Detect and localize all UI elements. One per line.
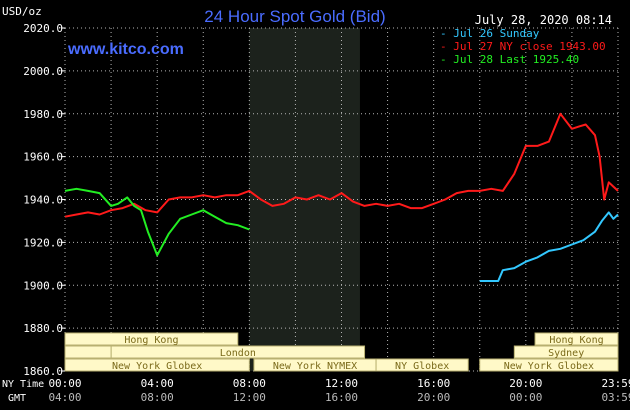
price-series [64, 112, 619, 282]
y-tick-label: 1980.0 [23, 108, 63, 121]
market-label: NY Globex [395, 361, 449, 372]
gmt-label: GMT [8, 393, 26, 404]
x-tick-label-gmt: 04:00 [48, 391, 81, 404]
site-watermark: www.kitco.com [67, 41, 184, 58]
y-tick-label: 1900.0 [23, 279, 63, 292]
market-label: Sydney [548, 348, 584, 359]
y-tick-label: 1940.0 [23, 194, 63, 207]
x-tick-label-gmt: 08:00 [141, 391, 174, 404]
market-bar [375, 358, 469, 372]
chart-title: 24 Hour Spot Gold (Bid) [204, 7, 385, 26]
market-bar [64, 358, 250, 372]
ny-time-label: NY Time [2, 379, 44, 390]
x-tick-label-ny: 08:00 [233, 377, 266, 390]
legend-entry: - Jul 26 Sunday [440, 27, 540, 40]
x-axis-ticks: 00:0004:0004:0008:0008:0012:0012:0016:00… [48, 377, 630, 404]
x-tick-label-ny: 12:00 [325, 377, 358, 390]
grid-lines [64, 27, 619, 372]
market-label: New York Globex [112, 361, 202, 372]
y-tick-label: 1920.0 [23, 236, 63, 249]
y-tick-label: 2000.0 [23, 65, 63, 78]
y-tick-label: 1860.0 [23, 365, 63, 378]
x-tick-label-gmt: 00:00 [509, 391, 542, 404]
legend-entry: - Jul 28 Last 1925.40 [440, 53, 579, 66]
datetime-label: July 28, 2020 08:14 [475, 13, 612, 27]
market-bar [479, 358, 619, 372]
market-bar [534, 332, 619, 346]
x-tick-label-gmt: 16:00 [325, 391, 358, 404]
legend-entry: - Jul 27 NY close 1943.00 [440, 40, 606, 53]
market-label: New York Globex [504, 361, 594, 372]
y-tick-label: 2020.0 [23, 22, 63, 35]
market-label: New York NYMEX [273, 361, 357, 372]
x-tick-label-ny: 16:00 [417, 377, 450, 390]
series-line-1 [64, 112, 619, 218]
x-tick-label-ny: 04:00 [141, 377, 174, 390]
market-bar [64, 345, 112, 359]
x-tick-label-gmt: 20:00 [417, 391, 450, 404]
series-line-2 [64, 187, 250, 257]
market-bar [513, 345, 619, 359]
unit-label: USD/oz [2, 5, 42, 18]
market-label: Hong Kong [549, 335, 603, 346]
x-tick-label-ny: 20:00 [509, 377, 542, 390]
x-tick-label-gmt: 03:59 [601, 391, 630, 404]
market-label: London [220, 348, 256, 359]
x-tick-label-gmt: 12:00 [233, 391, 266, 404]
legend: - Jul 26 Sunday- Jul 27 NY close 1943.00… [440, 27, 606, 66]
market-bar [64, 332, 239, 346]
x-tick-label-ny: 00:00 [48, 377, 81, 390]
market-label: Hong Kong [124, 335, 178, 346]
x-tick-label-ny: 23:59 [601, 377, 630, 390]
y-tick-label: 1880.0 [23, 322, 63, 335]
market-hours-bars: Hong Kong Hong Kong London Sydney New York G… [64, 332, 619, 372]
series-line-0 [479, 211, 619, 282]
y-tick-label: 1960.0 [23, 151, 63, 164]
y-axis-ticks: 1860.0 1880.0 1900.0 1920.0 1940.0 1960.0 1980… [23, 22, 65, 378]
